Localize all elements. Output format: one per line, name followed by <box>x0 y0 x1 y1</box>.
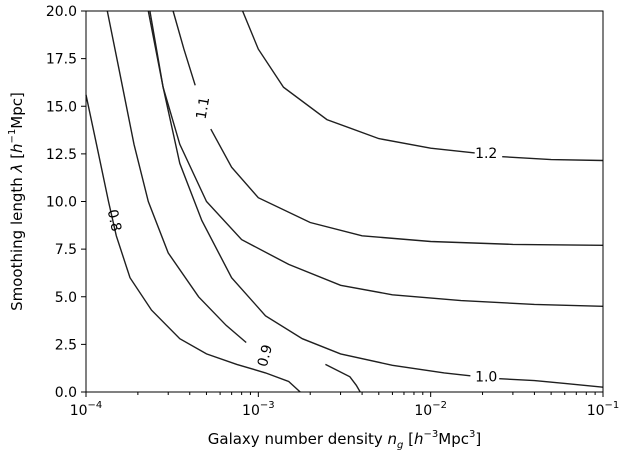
y-axis-label-unit-open: [ <box>8 153 26 164</box>
y-tick-label-2: 5.0 <box>55 290 77 306</box>
y-axis-label: Smoothing length λ [h−1Mpc] <box>7 92 26 311</box>
x-axis-label-main: Galaxy number density <box>208 430 388 448</box>
y-tick-label-8: 20.0 <box>46 4 77 20</box>
contour-label-1.1: 1.1 <box>194 96 214 121</box>
contour-labels: 0.8 0.9 1.0 1.1 1.2 <box>104 96 498 386</box>
y-tick-label-1: 2.5 <box>55 337 77 353</box>
contour-line-4-segment-0 <box>172 10 196 86</box>
x-axis-label-unit-mpc: Mpc <box>438 430 469 448</box>
y-tick-label-3: 7.5 <box>55 242 77 258</box>
contour-line-5-segment-1 <box>502 156 604 162</box>
x-axis-label-unit-h: h <box>414 430 424 448</box>
contour-label-0.8: 0.8 <box>104 208 124 233</box>
y-axis-label-unit-mpc: Mpc <box>8 98 26 129</box>
y-axis-label-main: Smoothing length <box>8 172 26 310</box>
y-axis-label-unit-h: h <box>8 143 26 153</box>
contour-label-1.2: 1.2 <box>475 146 497 162</box>
contour-line-1-segment-1 <box>325 363 361 393</box>
contour-label-0.9: 0.9 <box>255 343 276 369</box>
y-axis-label-unit-close: ] <box>8 92 26 98</box>
x-axis-label-unit-close: ] <box>475 430 481 448</box>
x-axis-label-unit-exp: −3 <box>424 429 439 440</box>
contour-line-4-segment-1 <box>210 128 604 246</box>
x-axis-label-unit-open: [ <box>403 430 414 448</box>
x-tick-label-0: 10−4 <box>70 400 103 419</box>
x-tick-label-1: 10−3 <box>242 400 275 419</box>
contour-line-2-segment-0 <box>149 10 471 377</box>
contour-line-5-segment-0 <box>241 10 475 154</box>
contour-line-2-segment-1 <box>499 378 604 388</box>
contour-line-1-segment-0 <box>106 10 247 344</box>
y-tick-label-0: 0.0 <box>55 385 77 401</box>
plot-frame <box>85 10 604 393</box>
y-tick-label-7: 17.5 <box>46 52 77 68</box>
contour-lines <box>85 10 604 393</box>
x-axis-label-unit-mpc-exp: 3 <box>469 429 475 440</box>
contour-line-3-segment-0 <box>147 10 604 307</box>
contour-label-1.0: 1.0 <box>475 370 497 386</box>
x-tick-label-2: 10−2 <box>414 400 447 419</box>
y-axis-label-var: λ <box>8 164 26 174</box>
x-tick-label-3: 10−1 <box>587 400 620 419</box>
y-axis-label-unit-exp: −1 <box>7 129 18 144</box>
x-axis-label-var: n <box>388 430 398 448</box>
y-tick-label-6: 15.0 <box>46 99 77 115</box>
contour-line-0-segment-0 <box>85 94 301 393</box>
x-axis-ticks: 10−4 10−3 10−2 10−1 <box>70 392 620 419</box>
x-axis-label-sub: g <box>397 440 403 451</box>
y-axis-ticks: 0.0 2.5 5.0 7.5 10.0 12.5 15.0 17.5 20.0 <box>46 4 86 401</box>
x-axis-label: Galaxy number density ng [h−3Mpc3] <box>208 429 482 451</box>
y-tick-label-5: 12.5 <box>46 147 77 163</box>
y-tick-label-4: 10.0 <box>46 195 77 211</box>
